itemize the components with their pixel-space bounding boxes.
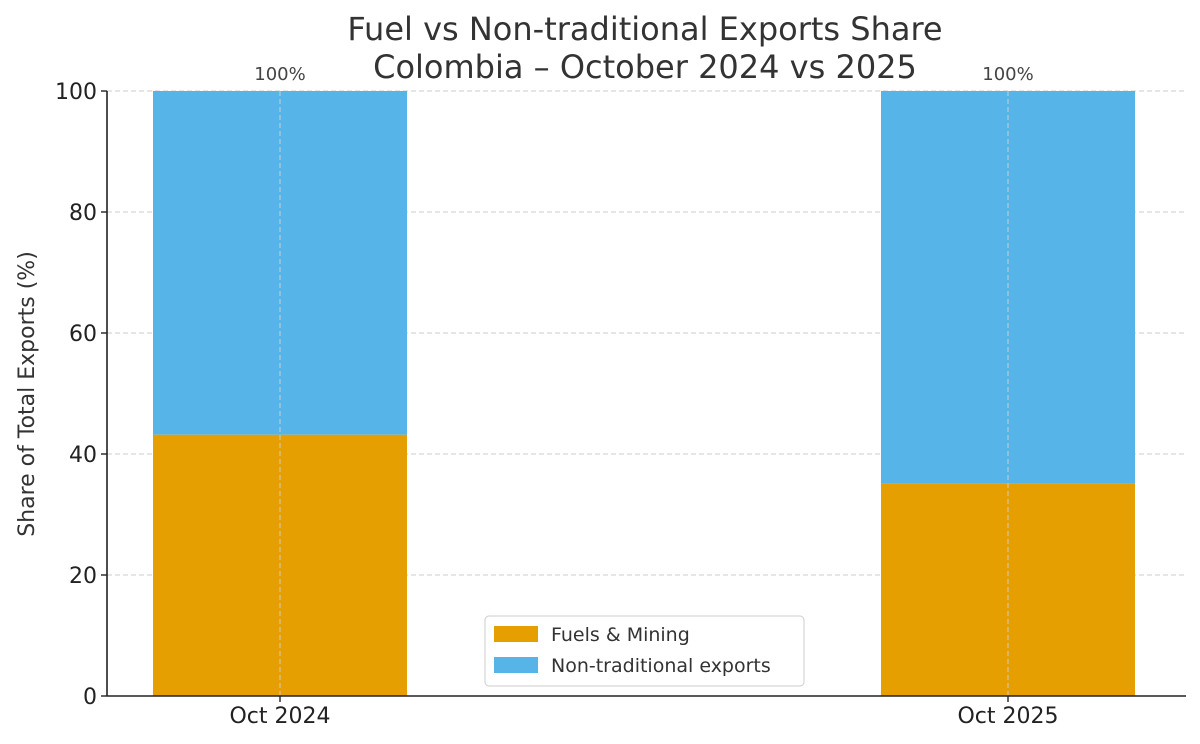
legend-box xyxy=(484,615,805,687)
bars-layer xyxy=(153,91,1135,696)
x-tick-label: Oct 2025 xyxy=(957,704,1058,729)
legend-swatch xyxy=(494,657,538,673)
legend-label: Fuels & Mining xyxy=(551,624,690,646)
axes-layer: 0 20 40 60 80 100 Oct 2024 Oct 2025 xyxy=(55,80,1186,729)
x-tick-label: Oct 2024 xyxy=(229,704,330,729)
y-tick-label: 80 xyxy=(69,201,97,226)
legend-swatch xyxy=(494,626,538,642)
bar-total-label: 100% xyxy=(982,64,1033,85)
chart-subtitle: Colombia – October 2024 vs 2025 xyxy=(373,48,917,86)
y-tick-label: 100 xyxy=(55,80,97,105)
legend: Fuels & Mining Non-traditional exports xyxy=(484,615,805,687)
labels-layer: 100% 100% xyxy=(254,64,1033,85)
legend-label: Non-traditional exports xyxy=(551,655,771,677)
y-tick-label: 20 xyxy=(69,564,97,589)
chart-title: Fuel vs Non-traditional Exports Share xyxy=(347,10,942,48)
y-axis-label: Share of Total Exports (%) xyxy=(15,251,40,537)
y-tick-label: 40 xyxy=(69,443,97,468)
y-tick-label: 60 xyxy=(69,322,97,347)
y-tick-label: 0 xyxy=(83,685,97,710)
bar-total-label: 100% xyxy=(254,64,305,85)
